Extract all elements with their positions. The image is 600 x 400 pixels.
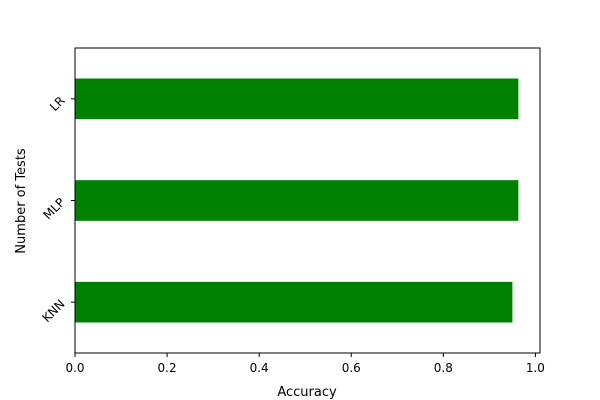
x-tick-label-1: 0.2 [158, 361, 177, 375]
x-tick-label-2: 0.4 [250, 361, 269, 375]
y-axis-label: Number of Tests [14, 148, 29, 254]
x-tick-label-4: 0.8 [434, 361, 453, 375]
x-axis-label: Accuracy [277, 385, 337, 400]
x-tick-label-0: 0.0 [65, 361, 84, 375]
plot-frame [74, 47, 541, 354]
bars-group [75, 78, 519, 323]
x-tick-label-5: 1.0 [526, 361, 545, 375]
x-tick-label-3: 0.6 [342, 361, 361, 375]
bar-mlp [75, 180, 519, 221]
x-ticks-group: 0.0 0.2 0.4 0.6 0.8 1.0 [65, 353, 545, 375]
bar-lr [75, 78, 519, 120]
bar-knn [75, 281, 513, 323]
